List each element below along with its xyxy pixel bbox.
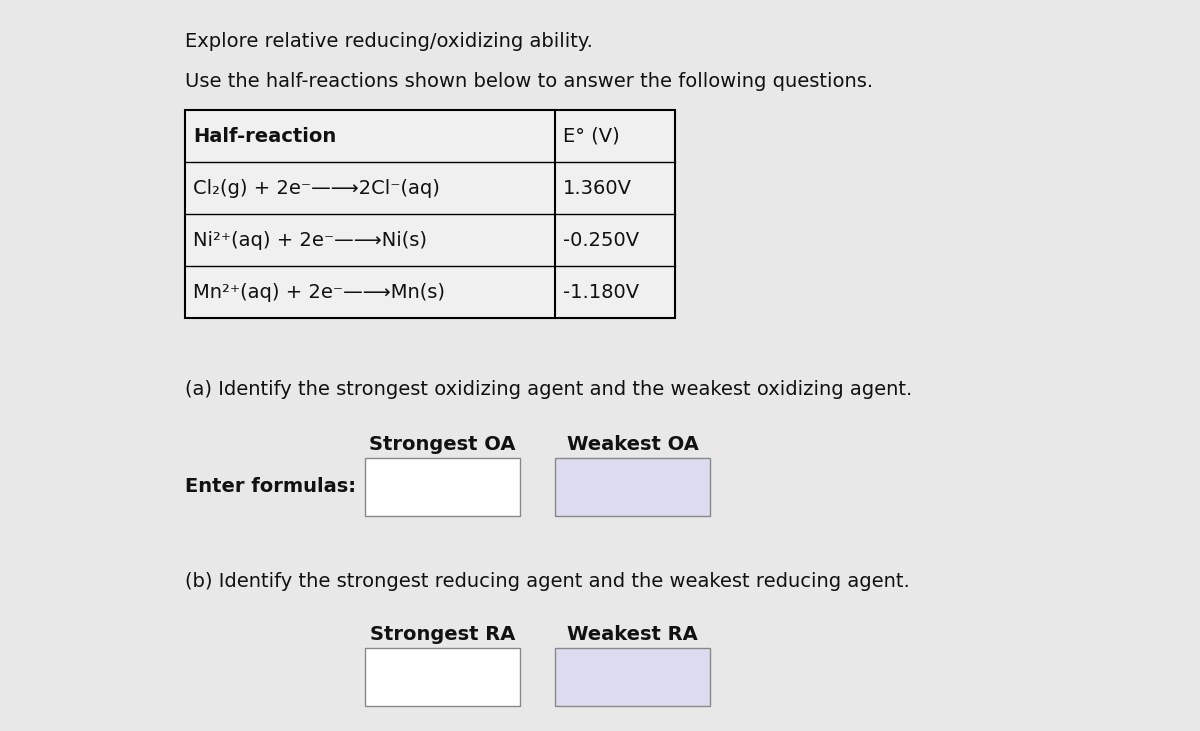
Text: Weakest RA: Weakest RA (568, 625, 698, 644)
Bar (185, 110, 674, 318)
Bar (554, 458, 710, 516)
Text: -0.250V: -0.250V (563, 230, 640, 249)
Text: -1.180V: -1.180V (563, 282, 640, 301)
Text: Explore relative reducing/oxidizing ability.: Explore relative reducing/oxidizing abil… (185, 32, 593, 51)
Bar (365, 458, 520, 516)
Text: Use the half-reactions shown below to answer the following questions.: Use the half-reactions shown below to an… (185, 72, 874, 91)
Text: (b) Identify the strongest reducing agent and the weakest reducing agent.: (b) Identify the strongest reducing agen… (185, 572, 910, 591)
Text: 1.360V: 1.360V (563, 178, 632, 197)
Text: Strongest RA: Strongest RA (370, 625, 515, 644)
Text: E° (V): E° (V) (563, 126, 619, 145)
Bar (365, 648, 520, 706)
Text: Strongest OA: Strongest OA (370, 435, 516, 454)
Text: Half-reaction: Half-reaction (193, 126, 336, 145)
Text: Cl₂(g) + 2e⁻—⟶2Cl⁻(aq): Cl₂(g) + 2e⁻—⟶2Cl⁻(aq) (193, 178, 440, 197)
Text: Mn²⁺(aq) + 2e⁻—⟶Mn(s): Mn²⁺(aq) + 2e⁻—⟶Mn(s) (193, 282, 445, 301)
Text: Enter formulas:: Enter formulas: (185, 477, 356, 496)
Bar (554, 648, 710, 706)
Text: (a) Identify the strongest oxidizing agent and the weakest oxidizing agent.: (a) Identify the strongest oxidizing age… (185, 380, 912, 399)
Text: Weakest OA: Weakest OA (566, 435, 698, 454)
Text: Ni²⁺(aq) + 2e⁻—⟶Ni(s): Ni²⁺(aq) + 2e⁻—⟶Ni(s) (193, 230, 427, 249)
